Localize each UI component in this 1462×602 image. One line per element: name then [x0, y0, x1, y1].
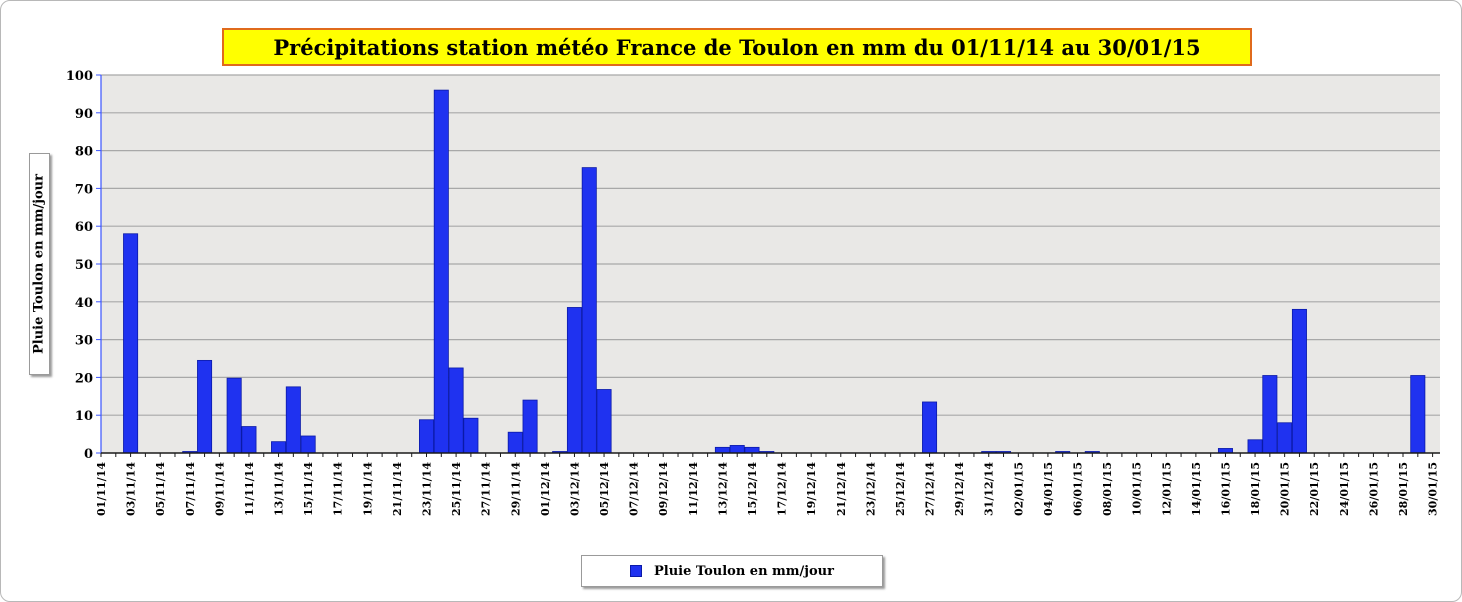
y-tick-label: 90 [75, 107, 93, 122]
x-tick-label: 06/01/15 [1072, 462, 1085, 516]
x-tick-label: 31/12/14 [983, 462, 996, 516]
x-tick-label: 28/01/15 [1397, 462, 1410, 516]
y-tick-label: 10 [75, 409, 93, 424]
bar [123, 233, 139, 454]
bars [123, 89, 1426, 454]
x-tick-label: 09/11/14 [213, 462, 226, 516]
x-tick-label: 15/12/14 [746, 462, 759, 516]
x-tick-label: 07/11/14 [184, 462, 197, 516]
x-tick-label: 10/01/15 [1131, 462, 1144, 516]
x-tick-label: 24/01/15 [1338, 462, 1351, 516]
legend-entry: Pluie Toulon en mm/jour [654, 563, 834, 579]
x-tick-label: 17/11/14 [332, 462, 345, 516]
bar [241, 426, 257, 454]
axes [100, 75, 1440, 457]
x-tick-label: 02/01/15 [1012, 462, 1025, 516]
y-tick-label: 40 [75, 296, 93, 311]
x-tick-label: 13/11/14 [273, 462, 286, 516]
bar [300, 435, 316, 454]
x-tick-label: 15/11/14 [302, 462, 315, 516]
bar [1277, 422, 1293, 454]
y-tick-labels: 0 10 20 30 40 50 60 70 80 90 100 [66, 69, 93, 462]
x-tick-label: 23/11/14 [421, 462, 434, 516]
bar [1247, 439, 1263, 454]
x-tick-label: 08/01/15 [1101, 462, 1114, 516]
bar [1291, 308, 1307, 454]
x-tick-label: 05/11/14 [154, 462, 167, 516]
bar [433, 89, 449, 454]
y-tick-label: 20 [75, 371, 93, 386]
x-tick-label: 19/12/14 [805, 462, 818, 516]
bar [226, 377, 242, 454]
x-tick-label: 30/01/15 [1427, 462, 1440, 516]
bar [507, 431, 523, 454]
x-tick-label: 04/01/15 [1042, 462, 1055, 516]
y-tick-label: 100 [66, 69, 93, 84]
x-tick-label: 29/12/14 [953, 462, 966, 516]
x-tick-label: 03/12/14 [568, 462, 581, 516]
bar [1262, 375, 1278, 454]
x-tick-label: 19/11/14 [361, 462, 374, 516]
x-tick-label: 01/12/14 [539, 462, 552, 516]
y-axis-label: Pluie Toulon en mm/jour [31, 174, 47, 354]
bar [463, 417, 479, 454]
x-tick-label: 20/01/15 [1279, 462, 1292, 516]
x-tick-label: 21/11/14 [391, 462, 404, 516]
x-tick-label: 27/11/14 [480, 462, 493, 516]
chart-title: Précipitations station météo France de T… [273, 34, 1201, 60]
x-tick-label: 07/12/14 [628, 462, 641, 516]
bar [271, 441, 287, 454]
x-tick-label: 25/12/14 [894, 462, 907, 516]
y-tick-label: 30 [75, 334, 93, 349]
y-tick-label: 0 [84, 447, 93, 462]
x-tick-label: 13/12/14 [716, 462, 729, 516]
gridlines [96, 74, 1440, 454]
x-tick-label: 12/01/15 [1160, 462, 1173, 516]
y-tick-label: 70 [75, 182, 93, 197]
bar [566, 307, 582, 454]
x-tick-label: 26/01/15 [1367, 462, 1380, 516]
x-tick-label: 17/12/14 [776, 462, 789, 516]
x-tick-label: 14/01/15 [1190, 462, 1203, 516]
x-tick-label: 23/12/14 [864, 462, 877, 516]
x-tick-label: 03/11/14 [125, 462, 138, 516]
bar [922, 401, 938, 454]
y-tick-label: 50 [75, 258, 93, 273]
x-tick-label: 11/11/14 [243, 462, 256, 516]
x-tick-label: 01/11/14 [95, 462, 108, 516]
bar [197, 359, 213, 454]
x-tick-label: 25/11/14 [450, 462, 463, 516]
x-tick-labels: 01/11/14 03/11/14 05/11/14 07/11/14 09/11/14… [95, 462, 1440, 516]
x-tick-label: 09/12/14 [657, 462, 670, 516]
bar [419, 419, 435, 454]
bar [1410, 375, 1426, 454]
x-tick-label: 16/01/15 [1219, 462, 1232, 516]
bar [729, 445, 745, 454]
bar [714, 446, 730, 454]
legend-swatch [630, 565, 642, 577]
bar [596, 389, 612, 454]
bar [285, 386, 301, 454]
x-tick-label: 22/01/15 [1308, 462, 1321, 516]
bar [448, 367, 464, 454]
bar [522, 399, 538, 454]
y-axis-label-box [29, 153, 50, 375]
y-tick-label: 80 [75, 145, 93, 160]
x-tick-label: 29/11/14 [509, 462, 522, 516]
x-tick-label: 18/01/15 [1249, 462, 1262, 516]
x-tick-label: 27/12/14 [924, 462, 937, 516]
y-tick-label: 60 [75, 220, 93, 235]
x-tick-label: 05/12/14 [598, 462, 611, 516]
legend: Pluie Toulon en mm/jour [581, 555, 883, 587]
x-tick-label: 21/12/14 [835, 462, 848, 516]
bar [581, 167, 597, 454]
bar [744, 446, 760, 454]
chart-title-box: Précipitations station météo France de T… [222, 28, 1252, 66]
x-tick-label: 11/12/14 [687, 462, 700, 516]
